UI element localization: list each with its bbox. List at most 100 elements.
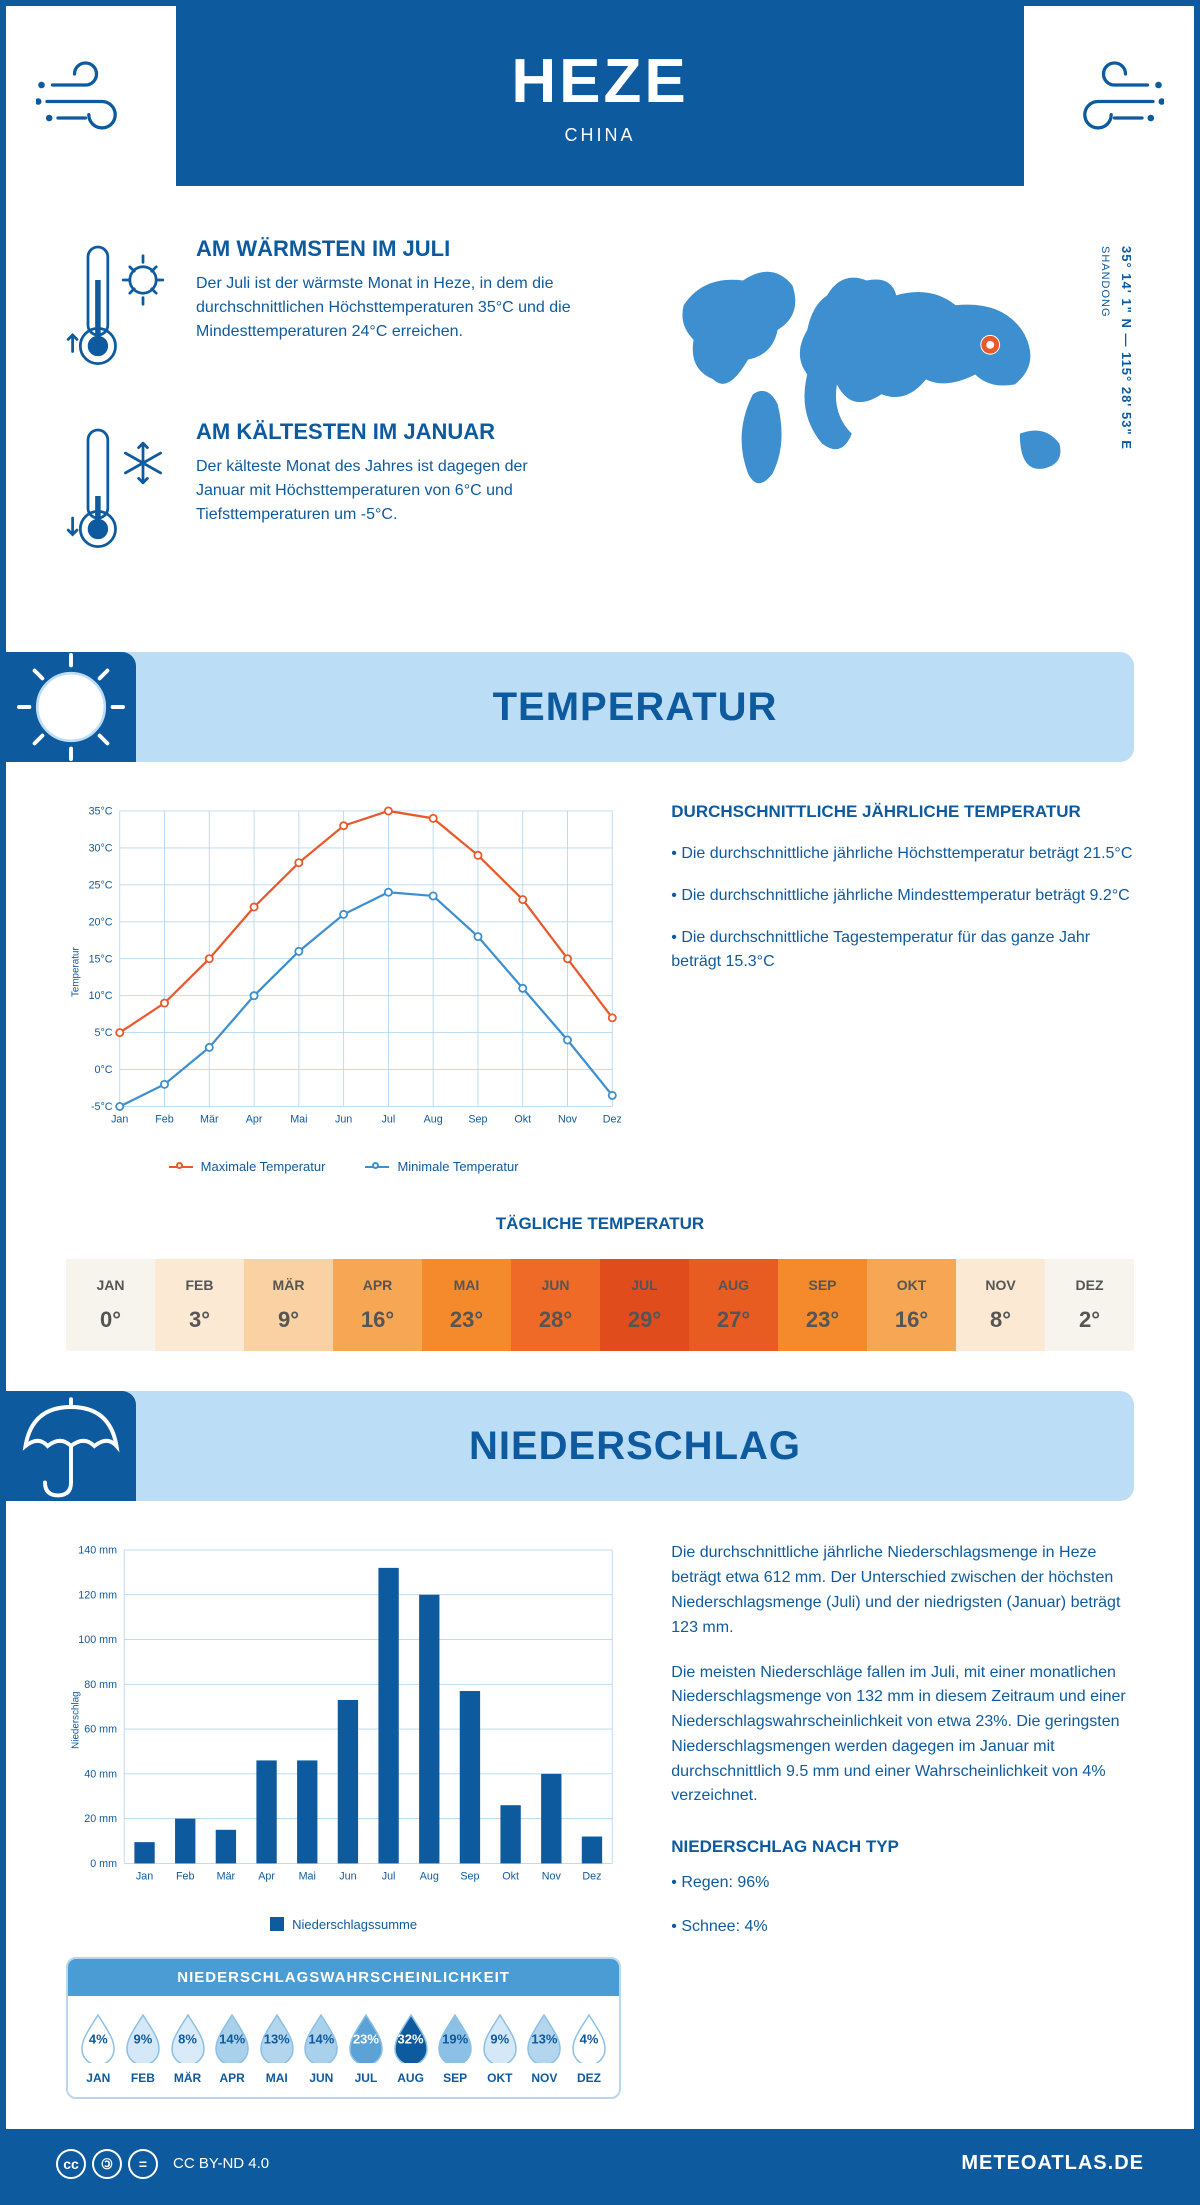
svg-text:Feb: Feb (176, 1871, 195, 1883)
svg-text:Okt: Okt (514, 1114, 531, 1126)
section-bar-temperature: TEMPERATUR (6, 652, 1134, 762)
svg-text:15°C: 15°C (89, 953, 113, 965)
prob-drop: 13% (522, 2011, 567, 2065)
svg-text:10°C: 10°C (89, 990, 113, 1002)
precip-type-b1: • Regen: 96% (671, 1871, 1134, 1896)
svg-text:Jun: Jun (335, 1114, 352, 1126)
header: HEZE CHINA (6, 6, 1194, 186)
cold-body: Der kälteste Monat des Jahres ist dagege… (196, 455, 576, 527)
svg-text:25°C: 25°C (89, 879, 113, 891)
cc-icons: cc 🄯 = (56, 2149, 158, 2179)
umbrella-icon (6, 1391, 136, 1501)
daily-temp-table: JAN0°FEB3°MÄR9°APR16°MAI23°JUN28°JUL29°A… (66, 1259, 1134, 1351)
license-text: CC BY-ND 4.0 (173, 2155, 269, 2172)
section-bar-precipitation: NIEDERSCHLAG (6, 1391, 1134, 1501)
city-title: HEZE (176, 46, 1024, 117)
daily-temp-title: TÄGLICHE TEMPERATUR (6, 1214, 1194, 1234)
temperature-line-chart: -5°C0°C5°C10°C15°C20°C25°C30°C35°CJanFeb… (66, 802, 621, 1174)
daily-cell: MAI23° (422, 1259, 511, 1351)
svg-text:Jul: Jul (382, 1871, 396, 1883)
prob-drop: 9% (477, 2011, 522, 2065)
svg-text:Mär: Mär (217, 1871, 236, 1883)
svg-text:0 mm: 0 mm (90, 1858, 117, 1870)
prob-title: NIEDERSCHLAGSWAHRSCHEINLICHKEIT (68, 1959, 619, 1996)
thermometer-hot-icon (66, 236, 176, 384)
svg-text:120 mm: 120 mm (78, 1590, 117, 1602)
svg-text:Nov: Nov (558, 1114, 578, 1126)
svg-text:100 mm: 100 mm (78, 1634, 117, 1646)
world-map (654, 236, 1099, 518)
wind-icon-left (6, 6, 176, 186)
svg-text:Jul: Jul (382, 1114, 396, 1126)
temp-info-b1: • Die durchschnittliche jährliche Höchst… (671, 842, 1134, 866)
prob-drop: 32% (388, 2011, 433, 2065)
precip-legend: Niederschlagssumme (292, 1917, 417, 1932)
svg-text:Mär: Mär (200, 1114, 219, 1126)
precipitation-info: Die durchschnittliche jährliche Niedersc… (671, 1541, 1134, 2098)
svg-text:Dez: Dez (582, 1871, 601, 1883)
temp-info-title: DURCHSCHNITTLICHE JÄHRLICHE TEMPERATUR (671, 802, 1134, 822)
section-precip-title: NIEDERSCHLAG (136, 1424, 1134, 1469)
daily-cell: NOV8° (956, 1259, 1045, 1351)
precip-probability-box: NIEDERSCHLAGSWAHRSCHEINLICHKEIT 4%9%8%14… (66, 1957, 621, 2099)
warm-block: AM WÄRMSTEN IM JULI Der Juli ist der wär… (66, 236, 614, 384)
daily-cell: APR16° (333, 1259, 422, 1351)
precip-type-title: NIEDERSCHLAG NACH TYP (671, 1834, 1134, 1860)
precip-type-b2: • Schnee: 4% (671, 1915, 1134, 1940)
section-temperature-title: TEMPERATUR (136, 685, 1134, 730)
footer: cc 🄯 = CC BY-ND 4.0 METEOATLAS.DE (6, 2129, 1194, 2199)
cold-block: AM KÄLTESTEN IM JANUAR Der kälteste Mona… (66, 419, 614, 567)
svg-text:Sep: Sep (468, 1114, 487, 1126)
daily-cell: AUG27° (689, 1259, 778, 1351)
warm-body: Der Juli ist der wärmste Monat in Heze, … (196, 272, 576, 344)
svg-text:Jan: Jan (136, 1871, 153, 1883)
svg-text:Feb: Feb (155, 1114, 174, 1126)
svg-text:Temperatur: Temperatur (71, 947, 82, 998)
svg-text:Sep: Sep (460, 1871, 479, 1883)
prob-drop: 14% (210, 2011, 255, 2065)
svg-text:0°C: 0°C (95, 1064, 113, 1076)
svg-text:Nov: Nov (542, 1871, 562, 1883)
svg-text:-5°C: -5°C (91, 1101, 113, 1113)
svg-text:35°C: 35°C (89, 806, 113, 818)
daily-cell: JUN28° (511, 1259, 600, 1351)
daily-cell: JUL29° (600, 1259, 689, 1351)
svg-text:40 mm: 40 mm (84, 1769, 117, 1781)
prob-drop: 9% (121, 2011, 166, 2065)
prob-drop: 19% (433, 2011, 478, 2065)
svg-text:Dez: Dez (603, 1114, 622, 1126)
svg-text:5°C: 5°C (95, 1027, 113, 1039)
daily-cell: OKT16° (867, 1259, 956, 1351)
temperature-info: DURCHSCHNITTLICHE JÄHRLICHE TEMPERATUR •… (671, 802, 1134, 1174)
precip-p1: Die durchschnittliche jährliche Niedersc… (671, 1541, 1134, 1640)
prob-drop: 13% (254, 2011, 299, 2065)
prob-drop: 14% (299, 2011, 344, 2065)
brand: METEOATLAS.DE (961, 2152, 1144, 2175)
svg-text:Niederschlag: Niederschlag (71, 1692, 82, 1749)
prob-drop: 4% (76, 2011, 121, 2065)
svg-text:Apr: Apr (246, 1114, 263, 1126)
svg-text:140 mm: 140 mm (78, 1545, 117, 1557)
svg-text:Aug: Aug (424, 1114, 443, 1126)
region-label: SHANDONG (1099, 236, 1111, 318)
temp-info-b3: • Die durchschnittliche Tagestemperatur … (671, 926, 1134, 974)
prob-drop: 4% (567, 2011, 612, 2065)
svg-text:20 mm: 20 mm (84, 1814, 117, 1826)
sun-icon (6, 652, 136, 762)
svg-text:30°C: 30°C (89, 842, 113, 854)
svg-text:Aug: Aug (420, 1871, 439, 1883)
coordinates: 35° 14' 1" N — 115° 28' 53" E (1119, 236, 1134, 450)
daily-cell: DEZ2° (1045, 1259, 1134, 1351)
daily-cell: FEB3° (155, 1259, 244, 1351)
prob-drop: 23% (344, 2011, 389, 2065)
warm-title: AM WÄRMSTEN IM JULI (196, 236, 576, 262)
svg-text:Mai: Mai (299, 1871, 316, 1883)
svg-text:80 mm: 80 mm (84, 1679, 117, 1691)
precipitation-bar-chart: 0 mm 20 mm 40 mm 60 mm 80 mm 100 mm 120 mm 140 … (66, 1541, 621, 1931)
svg-text:60 mm: 60 mm (84, 1724, 117, 1736)
daily-cell: MÄR9° (244, 1259, 333, 1351)
country-subtitle: CHINA (176, 125, 1024, 146)
precip-p2: Die meisten Niederschläge fallen im Juli… (671, 1661, 1134, 1810)
thermometer-cold-icon (66, 419, 176, 567)
svg-text:Okt: Okt (502, 1871, 519, 1883)
